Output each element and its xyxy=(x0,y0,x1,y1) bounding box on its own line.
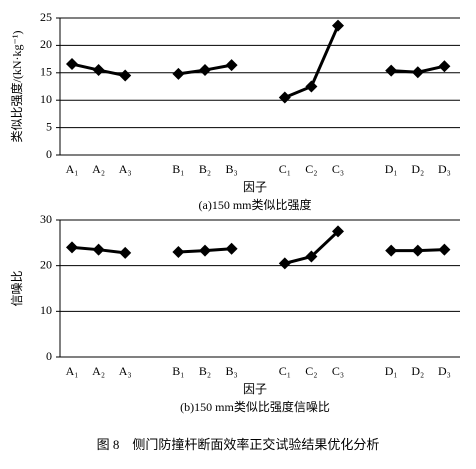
marker xyxy=(438,243,451,256)
x-tick-label: C₃ xyxy=(332,364,344,378)
y-tick-label: 15 xyxy=(40,65,52,79)
marker xyxy=(172,245,185,258)
marker xyxy=(411,244,424,257)
marker xyxy=(332,225,344,238)
x-axis-label: 因子 xyxy=(243,382,267,396)
x-tick-label: A₂ xyxy=(92,162,105,176)
x-tick-label: B₂ xyxy=(199,364,211,378)
y-tick-label: 0 xyxy=(46,147,52,161)
x-tick-label: D₃ xyxy=(438,162,451,176)
marker xyxy=(305,250,318,263)
x-tick-label: C₃ xyxy=(332,162,344,176)
x-tick-label: C₁ xyxy=(279,364,291,378)
x-tick-label: C₂ xyxy=(305,162,317,176)
x-tick-label: D₃ xyxy=(438,364,451,378)
subtitle: (b)150 mm类似比强度信噪比 xyxy=(180,399,330,414)
y-axis-label: 类似比强度/(kN·kg⁻¹) xyxy=(9,31,24,143)
x-tick-label: D₂ xyxy=(411,364,424,378)
marker xyxy=(332,19,344,32)
marker xyxy=(92,64,105,77)
marker xyxy=(438,60,451,73)
marker xyxy=(305,80,318,93)
y-tick-label: 30 xyxy=(40,212,52,226)
marker xyxy=(278,257,291,270)
x-tick-label: A₁ xyxy=(66,162,79,176)
x-tick-label: B₃ xyxy=(226,364,238,378)
y-tick-label: 20 xyxy=(40,257,52,271)
x-tick-label: C₂ xyxy=(305,364,317,378)
marker xyxy=(225,59,238,72)
marker xyxy=(225,242,238,255)
x-tick-label: D₁ xyxy=(385,162,398,176)
y-tick-label: 10 xyxy=(40,303,52,317)
x-tick-label: A₃ xyxy=(119,162,132,176)
marker xyxy=(199,244,211,257)
y-tick-label: 20 xyxy=(40,37,52,51)
x-tick-label: A₂ xyxy=(92,364,105,378)
x-tick-label: D₁ xyxy=(385,364,398,378)
x-tick-label: B₁ xyxy=(172,364,184,378)
y-axis-label: 信噪比 xyxy=(10,270,24,306)
marker xyxy=(199,64,211,77)
marker xyxy=(119,246,132,259)
x-tick-label: A₁ xyxy=(66,364,79,378)
y-tick-label: 10 xyxy=(40,92,52,106)
marker xyxy=(385,64,398,77)
y-tick-label: 0 xyxy=(46,349,52,363)
marker xyxy=(172,67,185,80)
y-tick-label: 5 xyxy=(46,119,52,133)
x-tick-label: B₃ xyxy=(226,162,238,176)
x-tick-label: C₁ xyxy=(279,162,291,176)
marker xyxy=(66,241,78,254)
x-axis-label: 因子 xyxy=(243,180,267,194)
marker xyxy=(66,58,78,71)
x-tick-label: B₂ xyxy=(199,162,211,176)
x-tick-label: B₁ xyxy=(172,162,184,176)
subtitle: (a)150 mm类似比强度 xyxy=(199,197,312,212)
caption: 图 8 侧门防撞杆断面效率正交试验结果优化分析 xyxy=(97,437,380,452)
marker xyxy=(119,69,132,82)
x-tick-label: D₂ xyxy=(411,162,424,176)
x-tick-label: A₃ xyxy=(119,364,132,378)
marker xyxy=(411,66,424,79)
y-tick-label: 25 xyxy=(40,10,52,24)
marker xyxy=(385,244,398,257)
marker xyxy=(92,243,105,256)
marker xyxy=(278,91,291,104)
